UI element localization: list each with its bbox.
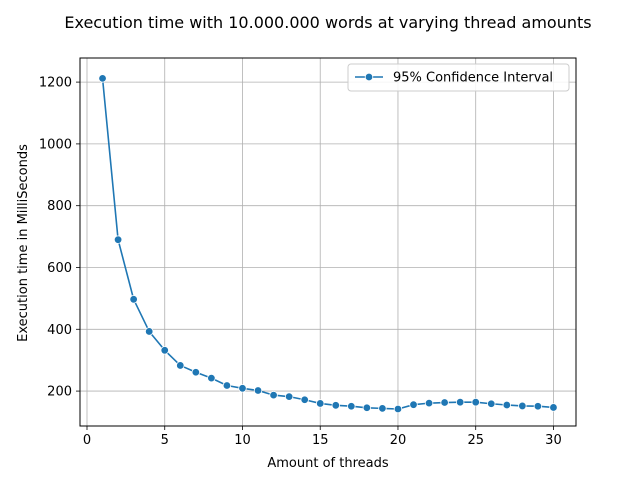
data-point xyxy=(300,395,309,404)
data-point xyxy=(284,392,294,401)
y-tick-label: 200 xyxy=(47,385,72,400)
data-point xyxy=(160,346,169,355)
data-point xyxy=(533,402,543,411)
data-point xyxy=(424,398,434,408)
data-point xyxy=(502,400,512,410)
legend: 95% Confidence Interval xyxy=(347,63,570,92)
chart-title: Execution time with 10.000.000 words at … xyxy=(64,13,591,32)
data-point xyxy=(222,381,232,390)
data-point xyxy=(207,373,216,383)
y-axis: 200 400 600 800 1000 1200 xyxy=(39,76,80,400)
data-point xyxy=(362,403,372,412)
data-point xyxy=(393,404,403,414)
data-point xyxy=(331,401,340,410)
y-tick-label: 600 xyxy=(47,261,72,276)
data-point xyxy=(144,327,154,336)
data-point xyxy=(191,368,201,377)
data-point xyxy=(253,386,263,395)
data-point xyxy=(487,399,496,408)
data-point xyxy=(455,398,465,407)
x-tick-label: 20 xyxy=(390,433,407,448)
data-point xyxy=(316,399,325,408)
data-point xyxy=(347,402,356,411)
series-line xyxy=(101,78,554,410)
x-tick-label: 15 xyxy=(312,433,329,448)
y-tick-label: 1000 xyxy=(39,137,72,152)
data-point xyxy=(549,403,558,412)
plot-area xyxy=(79,57,577,427)
y-tick-label: 1200 xyxy=(39,76,72,91)
x-tick-label: 30 xyxy=(545,433,562,448)
data-point xyxy=(238,384,247,393)
y-tick-label: 800 xyxy=(47,199,72,214)
gridlines xyxy=(80,58,576,426)
legend-entry-label: 95% Confidence Interval xyxy=(393,71,553,86)
data-point xyxy=(378,404,387,413)
data-point xyxy=(176,361,185,370)
x-tick-label: 25 xyxy=(467,433,484,448)
legend-dot-marker xyxy=(364,72,374,82)
data-point xyxy=(113,235,123,244)
data-point xyxy=(471,398,480,407)
data-point xyxy=(98,74,107,83)
series-layer xyxy=(98,74,558,414)
x-tick-label: 0 xyxy=(83,433,91,448)
x-tick-label: 10 xyxy=(234,433,251,448)
x-axis-label: Amount of threads xyxy=(267,456,388,471)
legend-box xyxy=(347,63,570,92)
x-tick-label: 5 xyxy=(161,433,169,448)
data-point xyxy=(440,398,449,407)
data-point xyxy=(129,295,138,304)
data-point xyxy=(409,400,418,409)
y-tick-label: 400 xyxy=(47,323,72,338)
data-point xyxy=(518,401,527,411)
y-axis-label: Execution time in MilliSeconds xyxy=(16,144,31,342)
x-axis: 0 5 10 15 20 25 30 xyxy=(83,426,562,448)
data-point xyxy=(269,390,278,400)
